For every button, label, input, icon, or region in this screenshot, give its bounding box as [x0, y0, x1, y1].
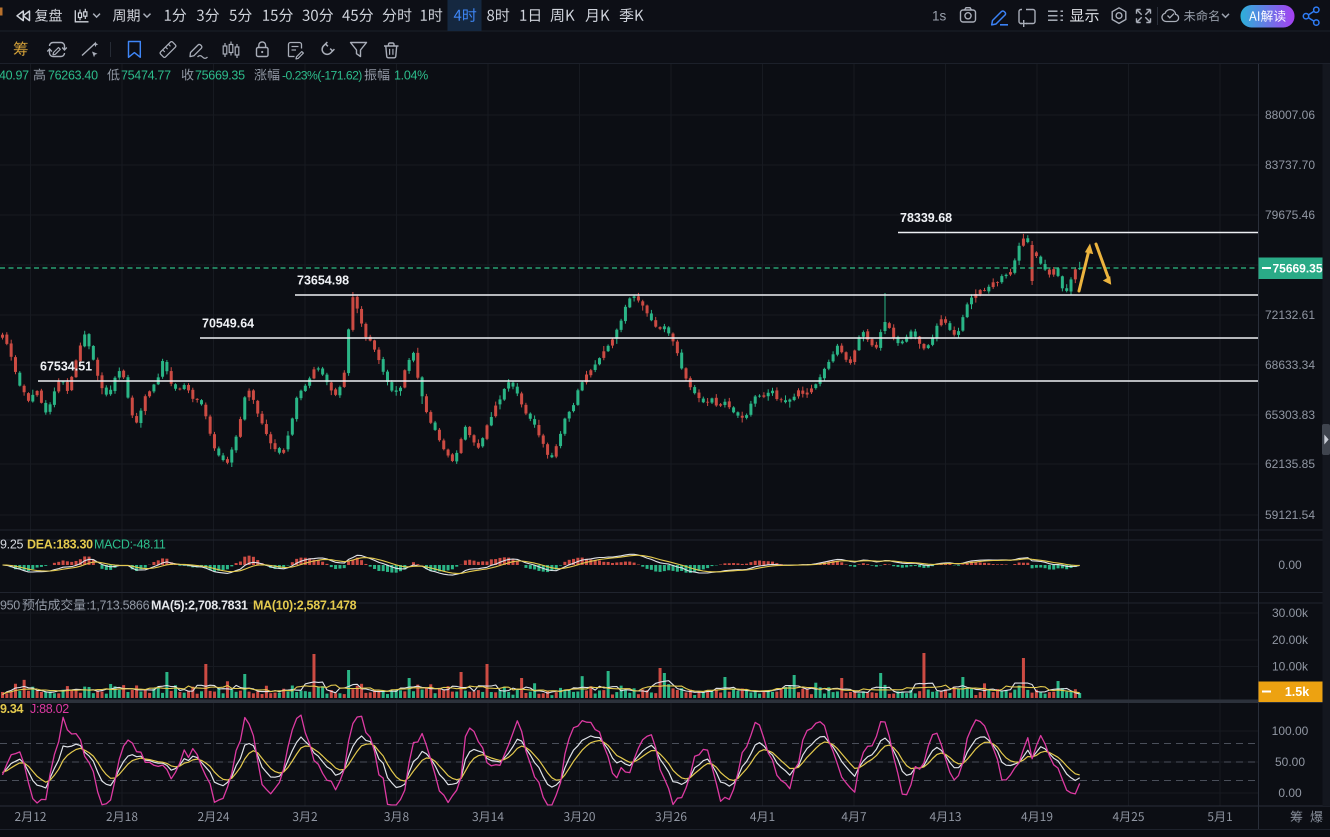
svg-text:75669.35: 75669.35 — [1272, 262, 1322, 276]
svg-text:9.34: 9.34 — [0, 702, 23, 716]
svg-text:75474.77: 75474.77 — [121, 69, 171, 83]
svg-text:75669.35: 75669.35 — [195, 69, 245, 83]
svg-text:76263.40: 76263.40 — [48, 69, 98, 83]
svg-text:88007.06: 88007.06 — [1265, 108, 1315, 122]
svg-text:59121.54: 59121.54 — [1265, 508, 1315, 522]
svg-text:1s: 1s — [932, 8, 947, 23]
svg-text:100.00: 100.00 — [1272, 724, 1309, 738]
svg-text:62135.85: 62135.85 — [1265, 457, 1315, 471]
svg-text:MACD:-48.11: MACD:-48.11 — [94, 538, 166, 552]
svg-text:65303.83: 65303.83 — [1265, 408, 1315, 422]
svg-text:-0.23%(-171.62): -0.23%(-171.62) — [282, 69, 362, 83]
svg-text:J:88.02: J:88.02 — [30, 702, 69, 716]
svg-text:20.00k: 20.00k — [1272, 633, 1309, 647]
svg-text:0.00: 0.00 — [1278, 786, 1302, 800]
svg-text:30.00k: 30.00k — [1272, 606, 1309, 620]
svg-text:83737.70: 83737.70 — [1265, 158, 1315, 172]
svg-text:10.00k: 10.00k — [1272, 660, 1309, 674]
svg-text:1.5k: 1.5k — [1285, 685, 1309, 699]
svg-text::1,713.5866: :1,713.5866 — [87, 599, 150, 613]
svg-text:72132.61: 72132.61 — [1265, 308, 1315, 322]
svg-text:50.00: 50.00 — [1275, 755, 1305, 769]
svg-text:78339.68: 78339.68 — [900, 211, 952, 225]
svg-text:73654.98: 73654.98 — [297, 274, 349, 288]
svg-text:70549.64: 70549.64 — [202, 317, 254, 331]
svg-text:67534.51: 67534.51 — [40, 360, 92, 374]
svg-text:950: 950 — [0, 599, 20, 613]
svg-text:40.97: 40.97 — [0, 69, 29, 83]
svg-text:0.00: 0.00 — [1278, 558, 1302, 572]
svg-text:MA(10):2,587.1478: MA(10):2,587.1478 — [253, 599, 357, 613]
svg-text:DEA:183.30: DEA:183.30 — [27, 538, 93, 552]
svg-text:9.25: 9.25 — [0, 538, 23, 552]
svg-text:68633.34: 68633.34 — [1265, 358, 1315, 372]
svg-text:1.04%: 1.04% — [394, 69, 428, 83]
svg-text:79675.46: 79675.46 — [1265, 208, 1315, 222]
svg-text:MA(5):2,708.7831: MA(5):2,708.7831 — [151, 599, 248, 613]
